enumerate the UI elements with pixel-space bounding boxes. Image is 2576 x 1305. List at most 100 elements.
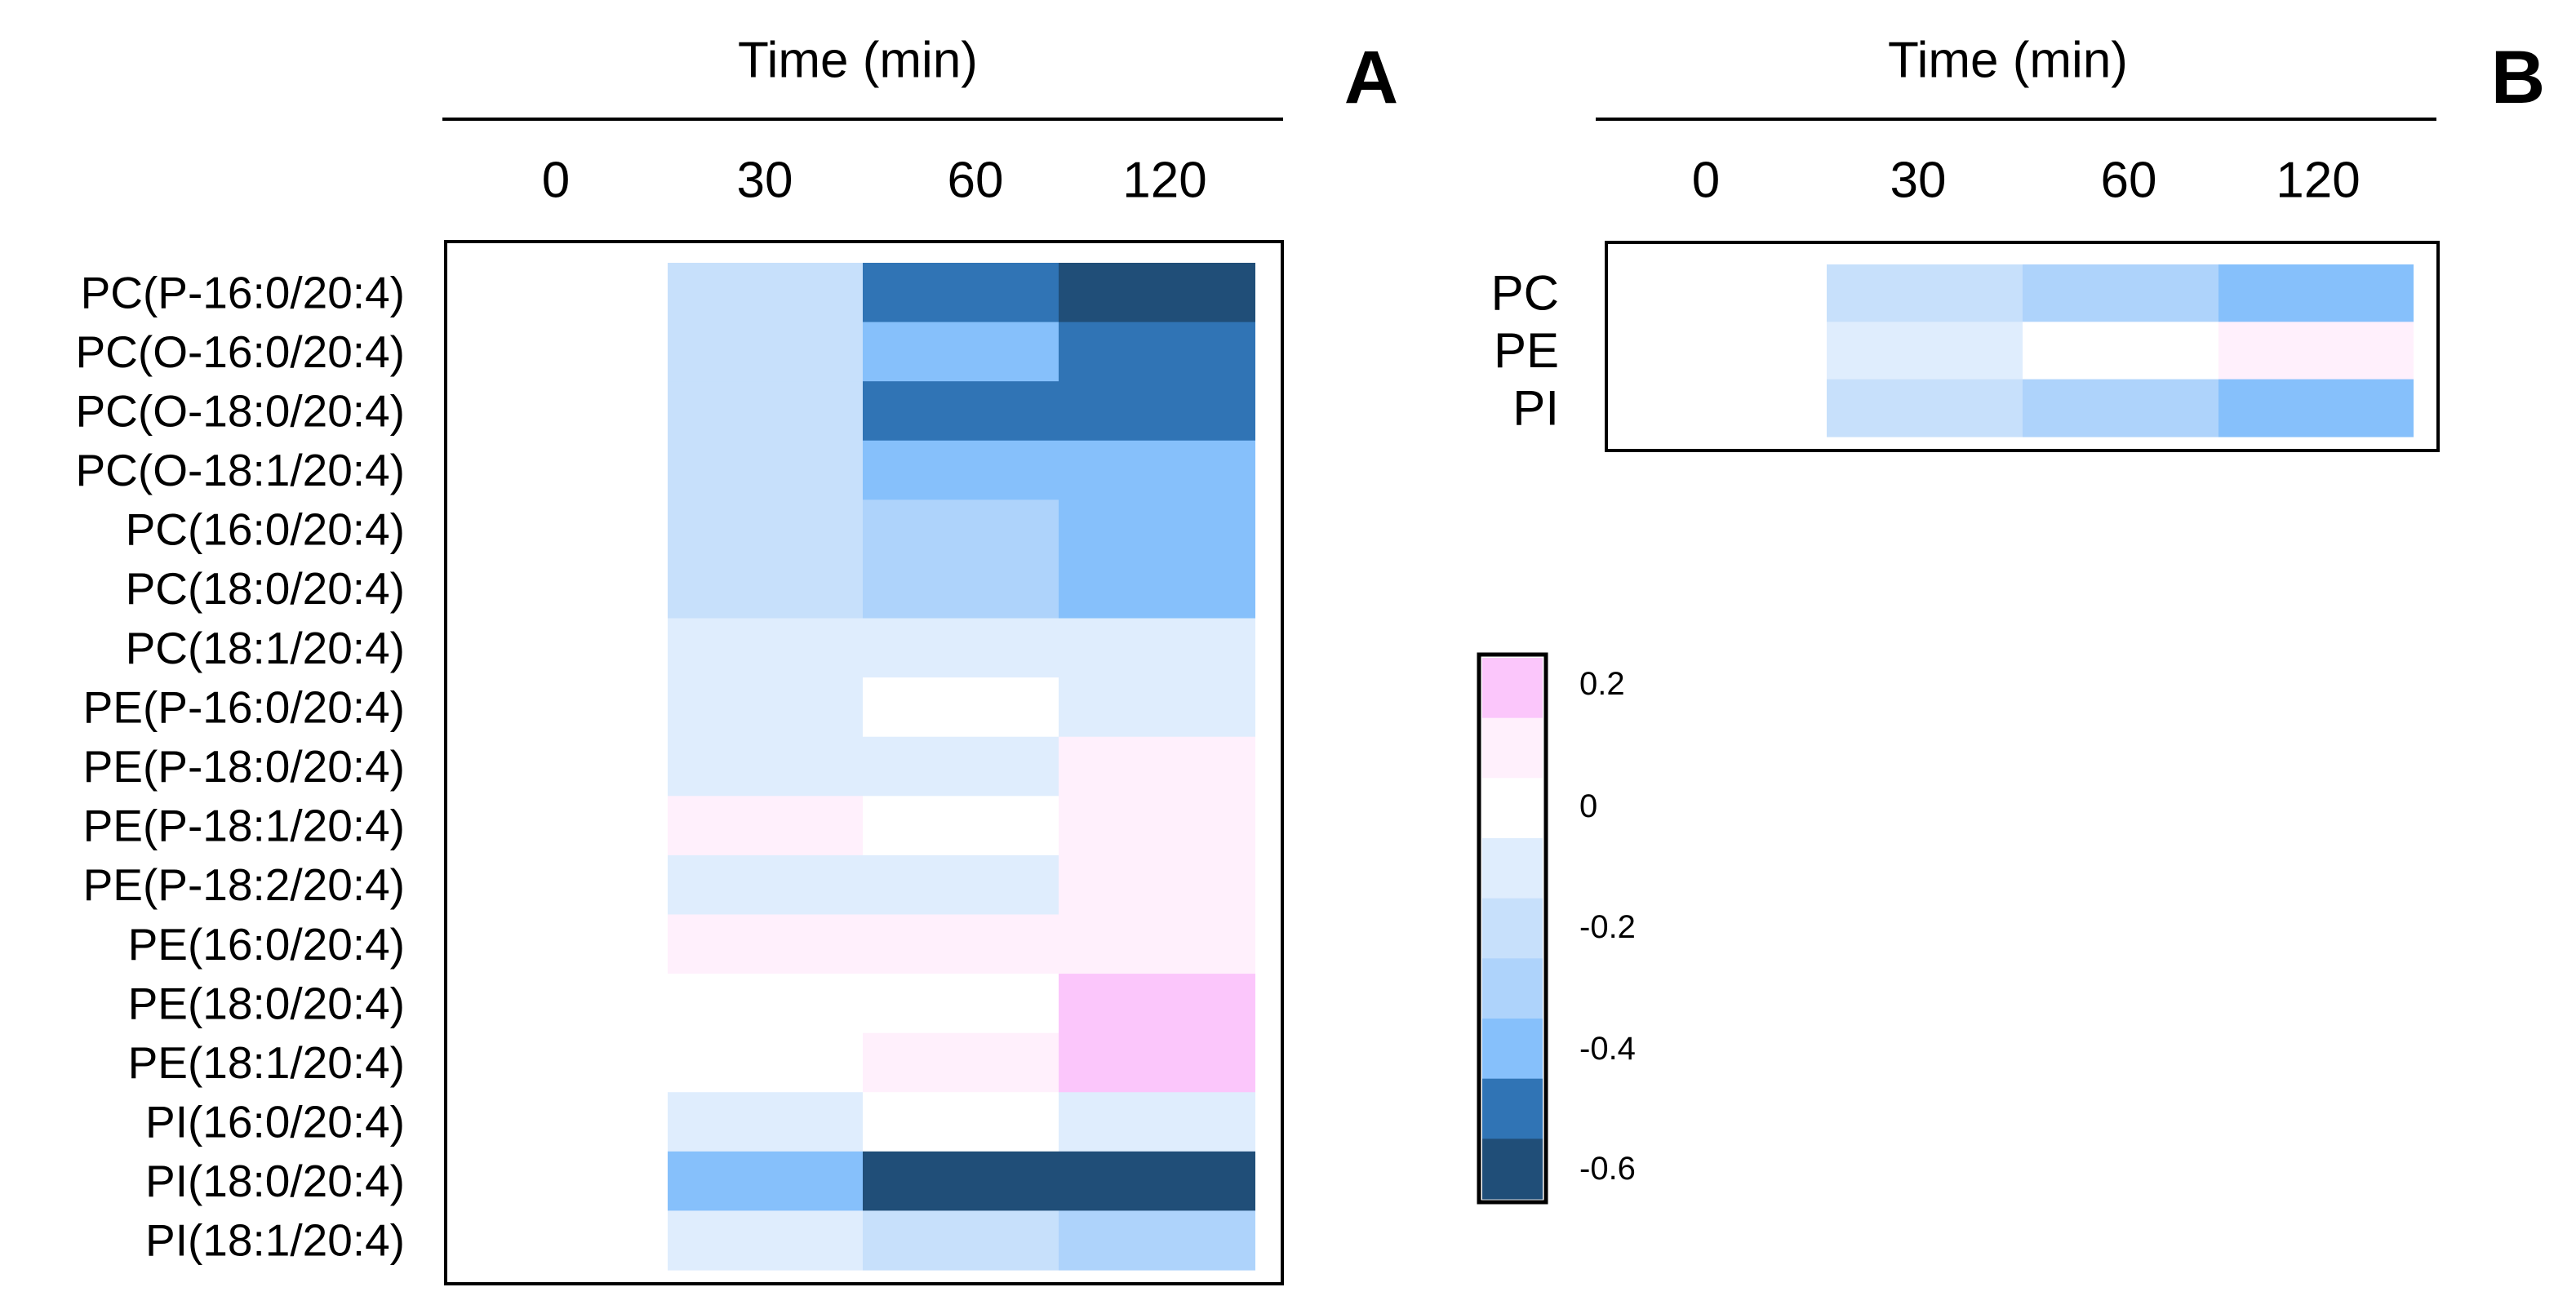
heatmap-cell [863,618,1059,678]
heatmap-cell [863,854,1059,916]
heatmap-cell [2023,322,2218,380]
heatmap-cell [1059,381,1255,442]
panel-column-title: Time (min) [1888,33,2128,89]
row-label: PC(O-18:0/20:4) [75,385,405,436]
row-label: PE(18:0/20:4) [128,978,405,1028]
row-label: PI [1512,380,1559,435]
row-label: PI(16:0/20:4) [145,1097,405,1147]
column-tick-label: 120 [1122,153,1206,209]
legend-swatch [1482,1019,1543,1080]
heatmap-cell [863,322,1059,382]
heatmap-cell [668,499,863,560]
heatmap-cell [1059,736,1255,797]
heatmap-cell [1827,264,2023,322]
legend-swatch [1482,1139,1543,1200]
legend-tick-label: 0.2 [1579,666,1625,702]
heatmap-cell [863,558,1059,619]
heatmap-cell [1059,1032,1255,1093]
heatmap-cell [668,1210,863,1271]
heatmap-cell [2218,379,2414,437]
heatmap-cell [1059,677,1255,738]
row-label: PI(18:0/20:4) [145,1156,405,1206]
row-label: PC(O-16:0/20:4) [75,326,405,377]
heatmap-cell [1059,499,1255,560]
heatmap-cell [863,499,1059,560]
heatmap-cell [1059,263,1255,323]
legend-tick-label: -0.6 [1579,1151,1636,1187]
legend-swatch [1482,838,1543,899]
legend-swatch [1482,778,1543,839]
heatmap-cell [1059,914,1255,974]
column-tick-label: 60 [948,153,1004,209]
heatmap-cell [668,854,863,916]
row-label: PI(18:1/20:4) [145,1215,405,1266]
row-label: PC(18:1/20:4) [126,623,405,673]
heatmap-cell [668,796,863,856]
row-label: PE(P-16:0/20:4) [83,681,405,732]
heatmap-cell [863,914,1059,974]
heatmap-cell [2218,322,2414,380]
heatmap-cell [2218,264,2414,322]
legend-swatch [1482,1078,1543,1139]
heatmap-cell [668,1092,863,1152]
heatmap-cell [1059,1210,1255,1271]
row-label: PE(P-18:1/20:4) [83,801,405,851]
heatmap-cell [863,1151,1059,1212]
heatmap-cell [1059,1151,1255,1212]
column-tick-label: 30 [737,153,793,209]
heatmap-cell [1059,440,1255,500]
heatmap-cell [668,677,863,738]
heatmap-cell [863,1032,1059,1093]
heatmap-cell [1059,974,1255,1034]
heatmap-cell [668,263,863,323]
legend-tick-label: -0.4 [1579,1031,1636,1067]
legend-swatch [1482,958,1543,1019]
row-label: PE [1494,323,1559,378]
legend-tick-label: 0 [1579,788,1597,824]
heatmap-cell [863,677,1059,738]
heatmap-cell [1059,854,1255,916]
legend-frame [1477,652,1548,1205]
row-label: PE(P-18:2/20:4) [83,859,405,910]
column-tick-label: 0 [1692,153,1720,209]
heatmap-cell [668,1151,863,1212]
row-label: PE(18:1/20:4) [128,1037,405,1088]
panel-label: B [2491,36,2545,119]
panel-frame [444,240,1284,1285]
column-tick-label: 30 [1890,153,1947,209]
heatmap-cell [668,618,863,678]
heatmap-cell [863,1210,1059,1271]
heatmap-cell [668,974,863,1034]
row-label: PE(P-18:0/20:4) [83,741,405,792]
legend-swatch [1482,658,1543,719]
column-tick-label: 120 [2276,153,2360,209]
heatmap-cell [1059,796,1255,856]
heatmap-cell [2023,379,2218,437]
heatmap-cell [668,322,863,382]
row-label: PC(16:0/20:4) [126,504,405,555]
heatmap-cell [863,440,1059,500]
heatmap-cell [668,558,863,619]
row-label: PC [1491,266,1559,321]
panel-label: A [1344,36,1398,119]
heatmap-cell [1059,618,1255,678]
column-tick-label: 0 [542,153,570,209]
heatmap-cell [668,440,863,500]
row-label: PC(18:0/20:4) [126,563,405,614]
heatmap-cell [2023,264,2218,322]
heatmap-cell [1059,322,1255,382]
panel-a-heatmap: Time (min) A 0 30 60 120 PC(P-16:0/20:4) PC(O-1… [75,33,1398,1285]
heatmap-cell [1827,322,2023,380]
color-legend: 0.2 0 -0.2 -0.4 -0.6 [1477,652,1636,1205]
column-tick-label: 60 [2101,153,2157,209]
row-label: PE(16:0/20:4) [128,919,405,970]
panel-frame [1605,241,2440,452]
heatmap-cell [863,381,1059,442]
heatmap-cell [668,1032,863,1093]
row-label: PC(O-18:1/20:4) [75,445,405,495]
heatmap-cell [863,1092,1059,1152]
heatmap-cell [1827,379,2023,437]
panel-column-title: Time (min) [738,33,978,89]
